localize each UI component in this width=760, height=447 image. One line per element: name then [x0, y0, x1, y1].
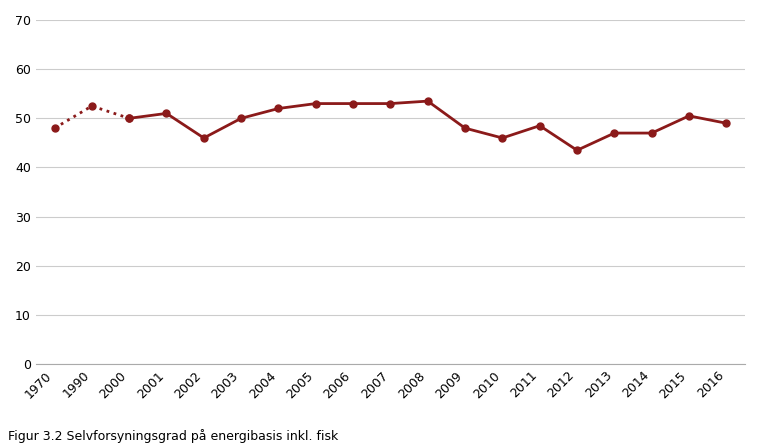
Text: Figur 3.2 Selvforsyningsgrad på energibasis inkl. fisk: Figur 3.2 Selvforsyningsgrad på energiba…	[8, 429, 338, 443]
